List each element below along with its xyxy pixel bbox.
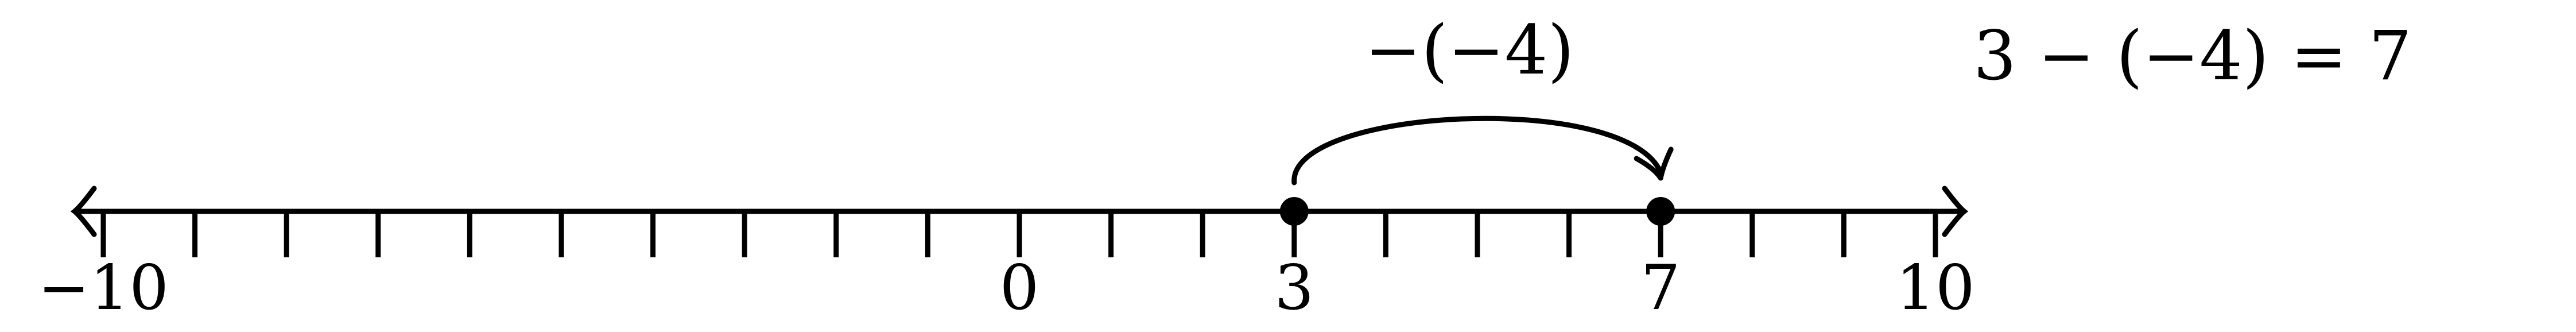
point-marker <box>1279 197 1309 226</box>
jump-arrowhead <box>1634 146 1674 181</box>
tick-label: −10 <box>38 252 169 324</box>
tick-label: 3 <box>1274 252 1314 324</box>
jump-arrow <box>1291 115 1674 186</box>
jump-label: −(−4) <box>1365 10 1574 90</box>
plotted-points <box>1279 197 1675 226</box>
point-marker <box>1646 197 1675 226</box>
right-arrowhead <box>1942 186 1969 237</box>
tick-marks <box>100 211 1938 257</box>
tick-label: 10 <box>1896 252 1974 324</box>
tick-label: 7 <box>1641 252 1681 324</box>
tick-labels: −10 0 3 7 10 <box>38 252 1975 324</box>
left-arrowhead <box>70 186 97 237</box>
equation-text: 3 − (−4) = 7 <box>1973 16 2412 95</box>
tick-label: 0 <box>1000 252 1039 324</box>
jump-arc <box>1291 115 1663 186</box>
